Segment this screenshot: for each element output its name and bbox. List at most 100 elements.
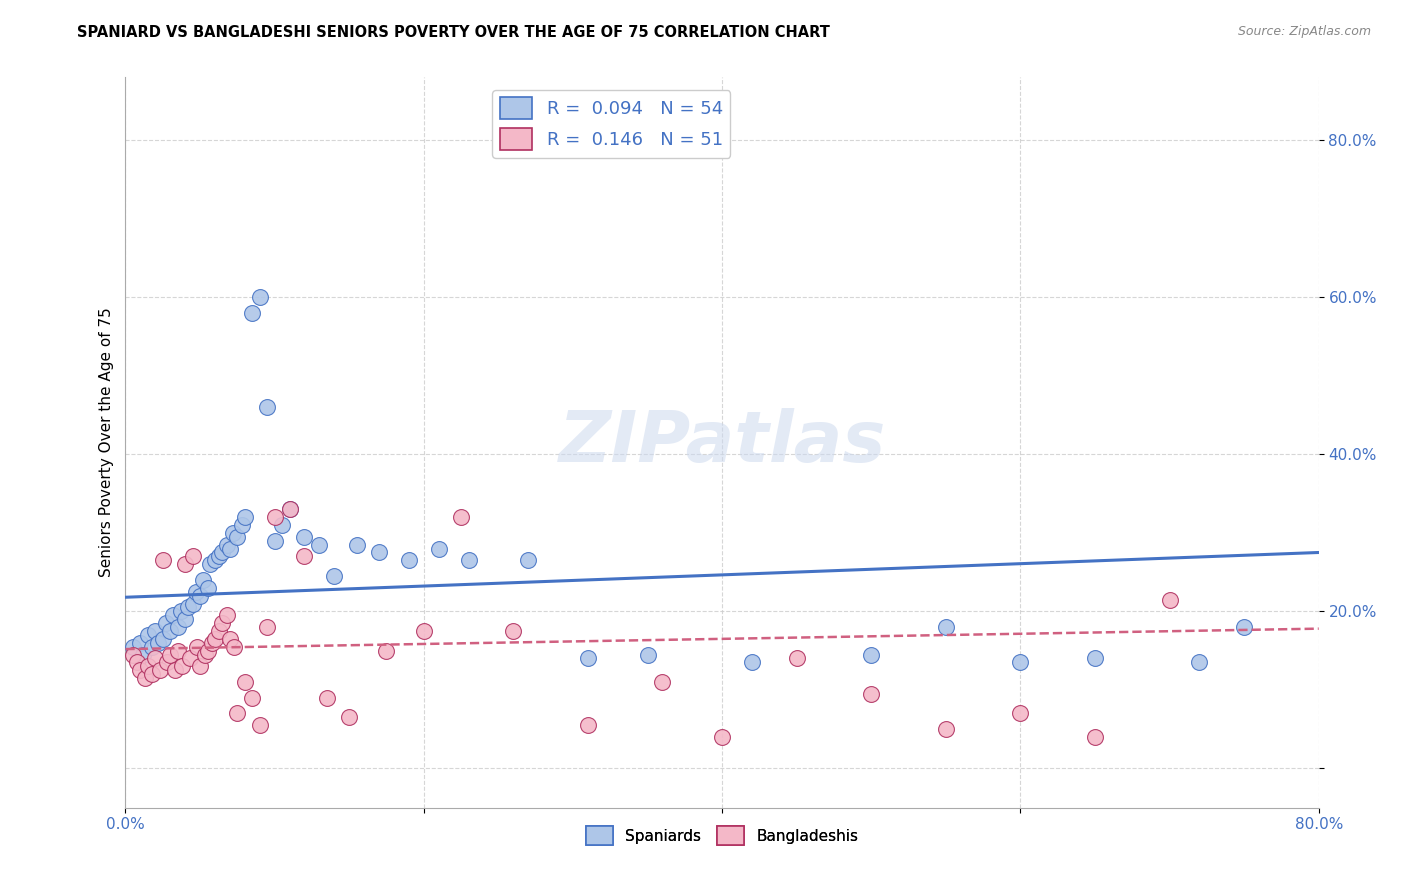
Point bbox=[188, 589, 211, 603]
Point bbox=[163, 663, 186, 677]
Point bbox=[211, 616, 233, 631]
Point bbox=[308, 538, 330, 552]
Point bbox=[129, 663, 152, 677]
Point bbox=[208, 549, 231, 564]
Point bbox=[375, 643, 398, 657]
Point bbox=[204, 553, 226, 567]
Point bbox=[136, 659, 159, 673]
Point bbox=[172, 659, 194, 673]
Point bbox=[141, 640, 163, 654]
Point bbox=[129, 636, 152, 650]
Point bbox=[249, 718, 271, 732]
Point bbox=[741, 656, 763, 670]
Point bbox=[174, 558, 197, 572]
Point bbox=[201, 636, 224, 650]
Point bbox=[323, 569, 346, 583]
Point bbox=[346, 538, 368, 552]
Point bbox=[427, 541, 450, 556]
Point bbox=[226, 530, 249, 544]
Point bbox=[233, 510, 256, 524]
Point bbox=[1084, 651, 1107, 665]
Point bbox=[188, 659, 211, 673]
Point bbox=[136, 628, 159, 642]
Point bbox=[152, 632, 174, 646]
Point bbox=[637, 648, 659, 662]
Point bbox=[122, 648, 145, 662]
Point bbox=[1233, 620, 1256, 634]
Point bbox=[181, 549, 204, 564]
Point bbox=[177, 600, 200, 615]
Y-axis label: Seniors Poverty Over the Age of 75: Seniors Poverty Over the Age of 75 bbox=[100, 308, 114, 577]
Text: ZIPatlas: ZIPatlas bbox=[558, 408, 886, 477]
Point bbox=[517, 553, 540, 567]
Point bbox=[218, 541, 240, 556]
Point bbox=[152, 553, 174, 567]
Point bbox=[294, 549, 316, 564]
Point bbox=[204, 632, 226, 646]
Point bbox=[215, 538, 238, 552]
Point bbox=[240, 306, 263, 320]
Text: SPANIARD VS BANGLADESHI SENIORS POVERTY OVER THE AGE OF 75 CORRELATION CHART: SPANIARD VS BANGLADESHI SENIORS POVERTY … bbox=[77, 25, 830, 40]
Point bbox=[174, 612, 197, 626]
Point bbox=[935, 620, 957, 634]
Point bbox=[211, 545, 233, 559]
Point bbox=[181, 597, 204, 611]
Point bbox=[208, 624, 231, 638]
Point bbox=[1010, 656, 1032, 670]
Point bbox=[141, 667, 163, 681]
Point bbox=[1188, 656, 1211, 670]
Point bbox=[224, 640, 246, 654]
Point bbox=[249, 290, 271, 304]
Point bbox=[256, 620, 278, 634]
Point bbox=[368, 545, 391, 559]
Point bbox=[651, 675, 673, 690]
Point bbox=[278, 502, 301, 516]
Point bbox=[576, 718, 599, 732]
Point bbox=[233, 675, 256, 690]
Point bbox=[132, 648, 155, 662]
Point bbox=[200, 558, 222, 572]
Point bbox=[271, 518, 294, 533]
Point bbox=[226, 706, 249, 721]
Point bbox=[315, 690, 337, 705]
Point bbox=[711, 730, 734, 744]
Point bbox=[193, 648, 215, 662]
Point bbox=[143, 651, 166, 665]
Point bbox=[191, 573, 214, 587]
Point bbox=[127, 656, 149, 670]
Point bbox=[222, 525, 245, 540]
Point bbox=[148, 636, 170, 650]
Point bbox=[149, 663, 172, 677]
Point bbox=[169, 604, 191, 618]
Point bbox=[122, 640, 145, 654]
Point bbox=[1084, 730, 1107, 744]
Point bbox=[1010, 706, 1032, 721]
Point bbox=[1159, 592, 1181, 607]
Point bbox=[218, 632, 240, 646]
Point bbox=[159, 624, 181, 638]
Point bbox=[143, 624, 166, 638]
Point bbox=[502, 624, 524, 638]
Point bbox=[197, 581, 219, 595]
Point bbox=[450, 510, 472, 524]
Point bbox=[337, 710, 360, 724]
Point bbox=[155, 616, 177, 631]
Point bbox=[162, 608, 184, 623]
Point bbox=[576, 651, 599, 665]
Point bbox=[860, 648, 883, 662]
Point bbox=[156, 656, 179, 670]
Point bbox=[166, 620, 188, 634]
Point bbox=[786, 651, 808, 665]
Point bbox=[197, 643, 219, 657]
Point bbox=[412, 624, 434, 638]
Point bbox=[186, 640, 208, 654]
Point bbox=[159, 648, 181, 662]
Legend: Spaniards, Bangladeshis: Spaniards, Bangladeshis bbox=[579, 821, 865, 851]
Point bbox=[134, 671, 156, 685]
Point bbox=[278, 502, 301, 516]
Point bbox=[263, 533, 285, 548]
Point bbox=[256, 401, 278, 415]
Point bbox=[179, 651, 201, 665]
Point bbox=[935, 722, 957, 736]
Point bbox=[166, 643, 188, 657]
